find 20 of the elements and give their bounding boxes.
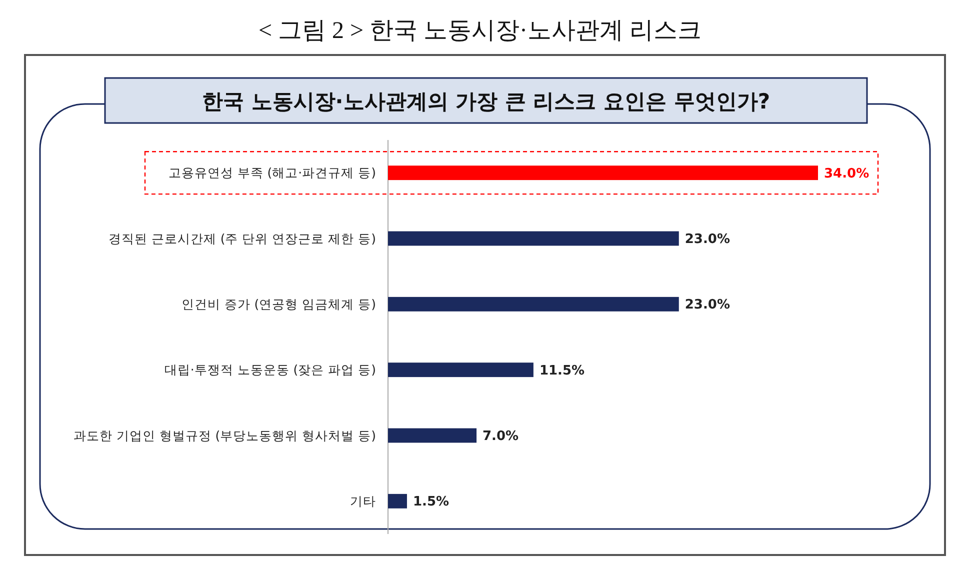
data-label: 34.0% [824,166,870,182]
bar [388,231,679,246]
bar [388,166,818,180]
y-tick-label: 인건비 증가 (연공형 임금체계 등) [181,296,376,312]
bar [388,428,477,443]
bar [388,362,534,378]
bar [388,296,679,312]
data-label: 23.0% [684,298,730,313]
chart-subtitle: 한국 노동시장·노사관계의 가장 큰 리스크 요인은 무엇인가? [202,89,770,114]
y-tick-label: 대립·투쟁적 노동운동 (잦은 파업 등) [164,362,376,378]
y-tick-label: 기타 [350,494,376,509]
chart-title: < 그림 2 > 한국 노동시장·노사관계 리스크 [258,18,702,44]
data-label: 11.5% [539,363,585,378]
data-label: 1.5% [412,494,450,510]
data-label: 23.0% [684,232,730,248]
y-tick-label: 고용유연성 부족 (해고·파견규제 등) [168,165,376,180]
bar [388,494,407,508]
y-tick-label: 경직된 근로시간제 (주 단위 연장근로 제한 등) [108,230,376,246]
y-tick-label: 과도한 기업인 형벌규정 (부당노동행위 형사처벌 등) [73,428,376,443]
data-label: 7.0% [482,429,519,444]
